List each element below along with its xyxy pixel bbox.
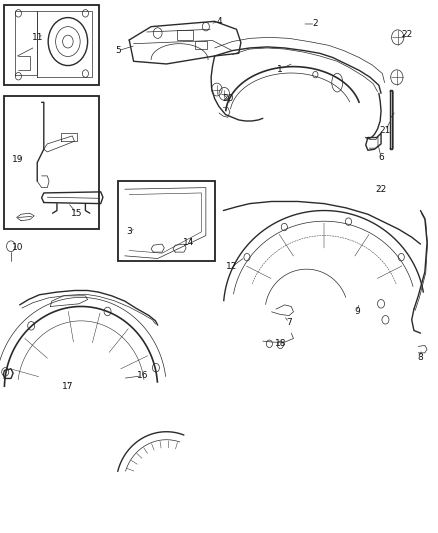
Text: 15: 15 [71,209,82,217]
Text: 7: 7 [286,318,292,327]
Bar [4,5,99,85]
Text: 19: 19 [12,156,23,164]
Bar [195,41,207,49]
Bar [177,30,193,40]
Text: 8: 8 [417,353,424,361]
Text: 22: 22 [375,185,387,193]
Text: 12: 12 [226,262,238,271]
Text: 6: 6 [378,153,384,161]
Text: 2: 2 [313,20,318,28]
Text: 3: 3 [126,228,132,236]
Text: 5: 5 [115,46,121,55]
Text: 17: 17 [62,382,74,391]
Text: 1: 1 [277,65,283,74]
Text: 20: 20 [222,94,233,103]
Text: 21: 21 [380,126,391,135]
Text: 14: 14 [183,238,194,247]
Bar [4,96,99,229]
Text: 22: 22 [402,30,413,39]
Bar [118,181,215,261]
Text: 11: 11 [32,33,43,42]
Text: 16: 16 [137,372,148,380]
Text: 4: 4 [216,17,222,26]
Text: 10: 10 [12,244,23,252]
Text: 18: 18 [275,340,286,348]
Text: 9: 9 [354,308,360,316]
